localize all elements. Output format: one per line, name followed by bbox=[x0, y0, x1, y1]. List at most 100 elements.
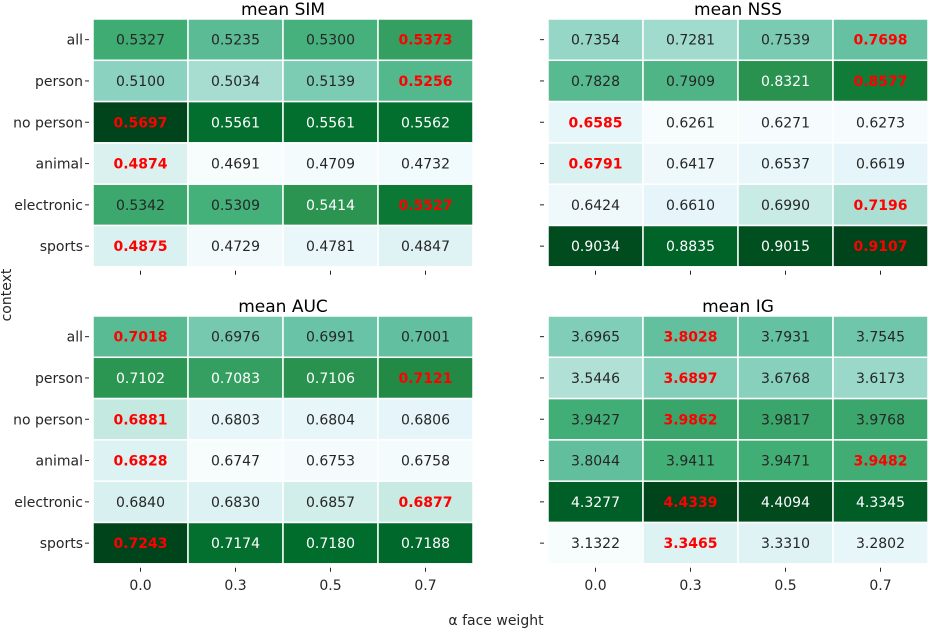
heatmap-cell bbox=[187, 59, 284, 103]
cell-value-label: 0.5235 bbox=[211, 33, 260, 49]
figure-ylabel: context bbox=[0, 268, 15, 321]
cell-value-label: 0.5697 bbox=[113, 115, 167, 131]
y-tick-label: person bbox=[35, 371, 83, 387]
y-tick-label: sports bbox=[40, 536, 83, 552]
cell-value-label: 3.9427 bbox=[571, 412, 620, 428]
x-tick-label: 0.3 bbox=[679, 578, 701, 594]
heatmap-cell bbox=[377, 315, 474, 359]
cell-value-label: 0.9107 bbox=[853, 239, 907, 255]
cell-value-label: 0.6753 bbox=[306, 454, 355, 470]
heatmap-cell bbox=[737, 356, 834, 400]
heatmap-cell bbox=[377, 183, 474, 227]
heatmap-cell bbox=[547, 356, 644, 400]
heatmap-cell bbox=[282, 480, 379, 524]
y-tick-label: animal bbox=[36, 157, 83, 173]
cell-value-label: 0.4691 bbox=[211, 157, 260, 173]
heatmap-cell bbox=[92, 315, 189, 359]
cell-value-label: 0.5100 bbox=[116, 74, 165, 90]
cell-value-label: 0.5256 bbox=[398, 74, 452, 90]
heatmap-cell bbox=[832, 100, 929, 144]
heatmap-cell bbox=[832, 397, 929, 441]
cell-value-label: 0.6828 bbox=[113, 454, 167, 470]
heatmap-cell bbox=[642, 397, 739, 441]
cell-value-label: 3.9411 bbox=[666, 454, 715, 470]
figure-xlabel: α face weight bbox=[448, 613, 544, 629]
heatmap-cell bbox=[547, 18, 644, 62]
y-tick-label: no person bbox=[13, 115, 83, 131]
cell-value-label: 0.7121 bbox=[398, 371, 452, 387]
y-tick-label: electronic bbox=[14, 495, 83, 511]
cell-value-label: 0.6273 bbox=[856, 115, 905, 131]
x-tick-label: 0.7 bbox=[869, 578, 891, 594]
cell-value-label: 0.6881 bbox=[113, 412, 167, 428]
heatmap-cell bbox=[377, 142, 474, 185]
cell-value-label: 3.6173 bbox=[856, 371, 905, 387]
cell-value-label: 3.3465 bbox=[663, 536, 717, 552]
heatmap-cell bbox=[282, 183, 379, 227]
cell-value-label: 3.8044 bbox=[571, 454, 620, 470]
cell-value-label: 0.4875 bbox=[113, 239, 167, 255]
heatmap-cell bbox=[187, 480, 284, 524]
cell-value-label: 0.5562 bbox=[401, 115, 450, 131]
cell-value-label: 4.3277 bbox=[571, 495, 620, 511]
heatmap-cell bbox=[377, 521, 474, 565]
heatmap-cell bbox=[282, 439, 379, 482]
heatmap-cell bbox=[92, 356, 189, 400]
cell-value-label: 3.7545 bbox=[856, 330, 905, 346]
heatmap-cell bbox=[377, 59, 474, 103]
x-tick-label: 0.7 bbox=[414, 578, 436, 594]
cell-value-label: 0.6803 bbox=[211, 412, 260, 428]
y-tick-label: all bbox=[67, 330, 83, 346]
heatmap-panel: mean AUC 0.7018 0.6976 0.6991 0.7001 0.7102 0.… bbox=[13, 297, 474, 594]
cell-value-label: 4.3345 bbox=[856, 495, 905, 511]
x-tick-label: 0.5 bbox=[774, 578, 796, 594]
heatmap-cell bbox=[832, 480, 929, 524]
x-tick-label: 0.3 bbox=[224, 578, 246, 594]
cell-value-label: 0.6806 bbox=[401, 412, 450, 428]
cell-value-label: 0.6877 bbox=[398, 495, 452, 511]
cell-value-label: 0.7828 bbox=[571, 74, 620, 90]
cell-value-label: 0.7909 bbox=[666, 74, 715, 90]
cell-value-label: 0.7188 bbox=[401, 536, 450, 552]
cell-value-label: 0.5309 bbox=[211, 198, 260, 214]
cell-value-label: 3.9471 bbox=[761, 454, 810, 470]
panel-title: mean SIM bbox=[241, 0, 325, 20]
heatmap-panel: mean SIM 0.5327 0.5235 0.5300 0.5373 0.5100 0.… bbox=[13, 0, 474, 275]
cell-value-label: 0.6537 bbox=[761, 157, 810, 173]
heatmap-cell bbox=[187, 100, 284, 144]
heatmap-cell bbox=[832, 224, 929, 268]
panel-title: mean NSS bbox=[694, 0, 782, 20]
cell-value-label: 0.4874 bbox=[113, 157, 167, 173]
heatmap-cell bbox=[737, 18, 834, 62]
heatmap-cell bbox=[832, 183, 929, 227]
cell-value-label: 3.1322 bbox=[571, 536, 620, 552]
cell-value-label: 0.4847 bbox=[401, 239, 450, 255]
cell-value-label: 0.7354 bbox=[571, 33, 620, 49]
cell-value-label: 0.6747 bbox=[211, 454, 260, 470]
y-tick-label: electronic bbox=[14, 198, 83, 214]
cell-value-label: 0.6271 bbox=[761, 115, 810, 131]
cell-value-label: 3.5446 bbox=[571, 371, 620, 387]
cell-value-label: 0.6610 bbox=[666, 198, 715, 214]
cell-value-label: 0.7001 bbox=[401, 330, 450, 346]
heatmap-cell bbox=[282, 397, 379, 441]
cell-value-label: 0.6619 bbox=[856, 157, 905, 173]
heatmap-panel: mean IG 3.6965 3.8028 3.7931 3.7545 3.5446 3.6… bbox=[540, 297, 929, 594]
heatmap-cell bbox=[377, 356, 474, 400]
heatmap-cell bbox=[737, 397, 834, 441]
cell-value-label: 0.8835 bbox=[666, 239, 715, 255]
cell-value-label: 0.8577 bbox=[853, 74, 907, 90]
cell-value-label: 0.6417 bbox=[666, 157, 715, 173]
cell-value-label: 0.6990 bbox=[761, 198, 810, 214]
cell-value-label: 0.7539 bbox=[761, 33, 810, 49]
heatmap-cell bbox=[737, 142, 834, 185]
panel-title: mean AUC bbox=[238, 297, 328, 317]
heatmap-cell bbox=[282, 356, 379, 400]
cell-value-label: 0.7698 bbox=[853, 33, 907, 49]
heatmap-cell bbox=[92, 183, 189, 227]
heatmap-cell bbox=[187, 18, 284, 62]
cell-value-label: 3.9768 bbox=[856, 412, 905, 428]
heatmap-cell bbox=[92, 480, 189, 524]
cell-value-label: 0.5342 bbox=[116, 198, 165, 214]
